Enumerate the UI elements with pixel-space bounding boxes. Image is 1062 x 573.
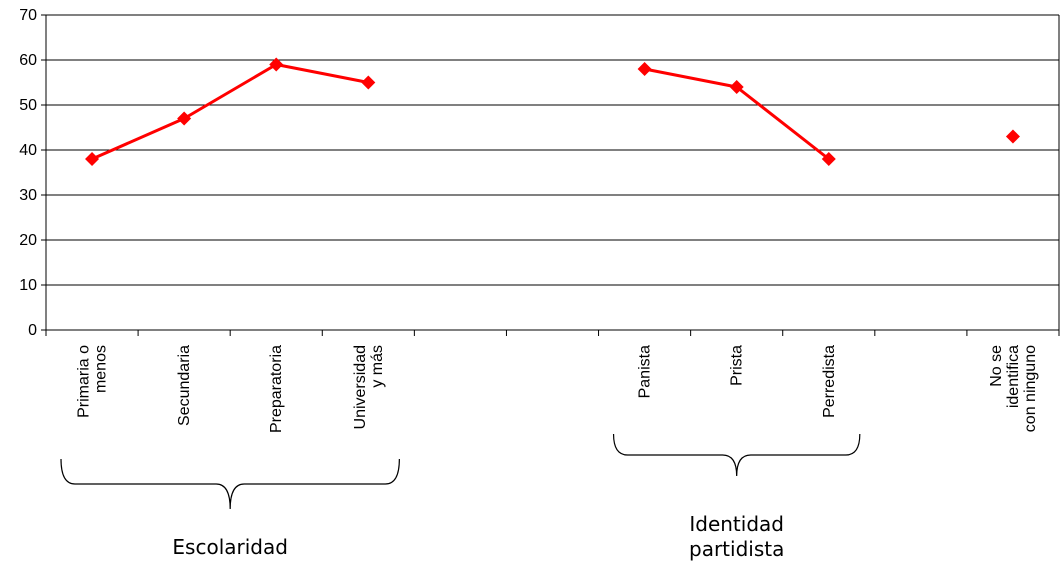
x-category-label: Prista [729, 345, 746, 386]
data-point-marker [361, 76, 375, 90]
x-category-label: identifica [1005, 345, 1022, 408]
y-tick-label: 50 [19, 97, 37, 114]
group-label: partidista [689, 537, 784, 561]
axes [41, 15, 1059, 336]
group-label: Identidad [689, 512, 784, 536]
group-label: Escolaridad [172, 535, 288, 559]
x-category-label: Panista [637, 345, 654, 398]
y-tick-label: 20 [19, 232, 37, 249]
x-category-label: Primaria o [76, 345, 93, 418]
series-line [92, 65, 368, 160]
y-tick-label: 40 [19, 142, 37, 159]
y-tick-label: 70 [19, 7, 37, 24]
x-category-label: No se [988, 345, 1005, 387]
x-category-label: Perredista [821, 345, 838, 418]
group-brace [61, 459, 399, 509]
y-tick-labels: 0 10 20 30 40 50 60 70 [19, 7, 37, 339]
y-tick-label: 60 [19, 52, 37, 69]
x-category-label: con ninguno [1022, 345, 1039, 432]
y-tick-label: 30 [19, 187, 37, 204]
y-tick-label: 0 [28, 322, 37, 339]
x-category-label: Universidad [352, 345, 369, 429]
data-point-marker [1006, 130, 1020, 144]
data-point-marker [177, 112, 191, 126]
group-brace [614, 434, 860, 476]
data-point-marker [638, 62, 652, 76]
x-category-label: Preparatoria [268, 345, 285, 433]
x-category-label: y más [369, 345, 386, 388]
y-tick-label: 10 [19, 277, 37, 294]
x-category-label: menos [93, 345, 110, 393]
grid-lines [46, 15, 1059, 285]
category-labels: Primaria o menos Secundaria Preparatoria Uni… [76, 345, 1039, 433]
x-category-label: Secundaria [176, 345, 193, 426]
data-point-marker [85, 152, 99, 166]
